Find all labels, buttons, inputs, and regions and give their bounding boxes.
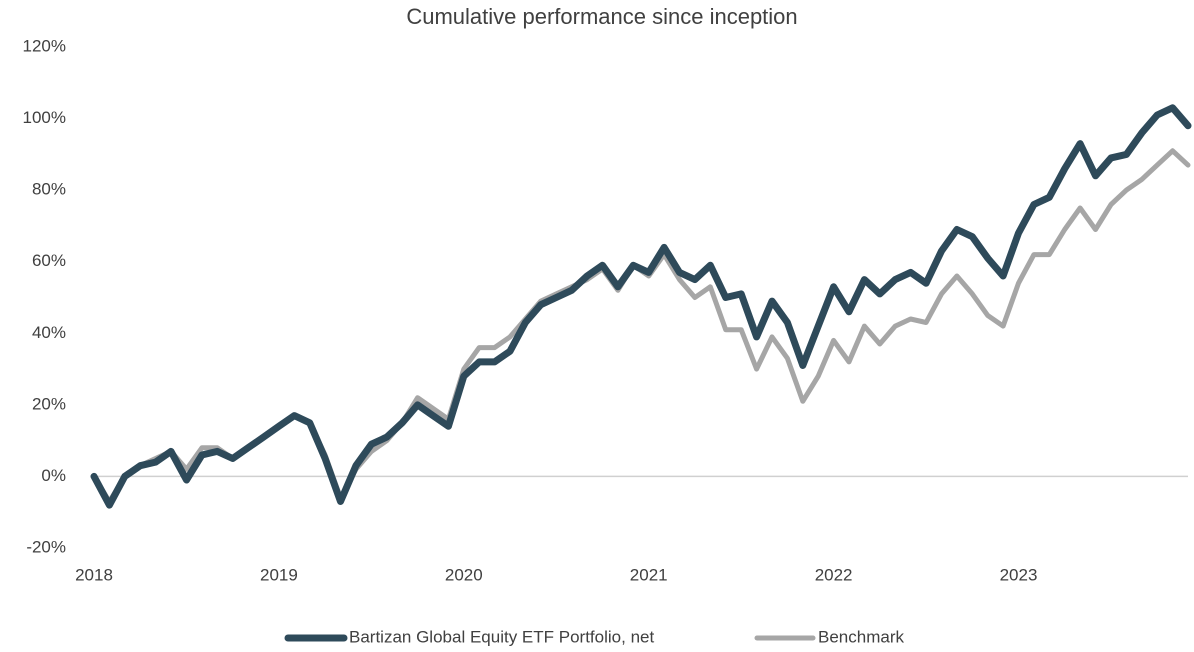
series-line bbox=[90, 104, 1192, 509]
x-tick-label: 2019 bbox=[260, 565, 298, 584]
chart-title: Cumulative performance since inception bbox=[406, 4, 797, 29]
y-tick-label: 80% bbox=[32, 180, 66, 199]
y-tick-label: 120% bbox=[23, 36, 66, 55]
x-tick-label: 2021 bbox=[630, 565, 668, 584]
y-tick-label: 20% bbox=[32, 394, 66, 413]
legend-label: Benchmark bbox=[818, 627, 904, 646]
series-line bbox=[91, 148, 1191, 504]
x-tick-label: 2018 bbox=[75, 565, 113, 584]
y-tick-label: 60% bbox=[32, 251, 66, 270]
legend-label: Bartizan Global Equity ETF Portfolio, ne… bbox=[349, 627, 654, 646]
y-tick-label: 40% bbox=[32, 323, 66, 342]
x-tick-label: 2023 bbox=[1000, 565, 1038, 584]
x-tick-label: 2022 bbox=[815, 565, 853, 584]
y-tick-label: 0% bbox=[41, 466, 66, 485]
y-tick-label: -20% bbox=[26, 537, 66, 556]
y-tick-label: 100% bbox=[23, 108, 66, 127]
x-tick-label: 2020 bbox=[445, 565, 483, 584]
